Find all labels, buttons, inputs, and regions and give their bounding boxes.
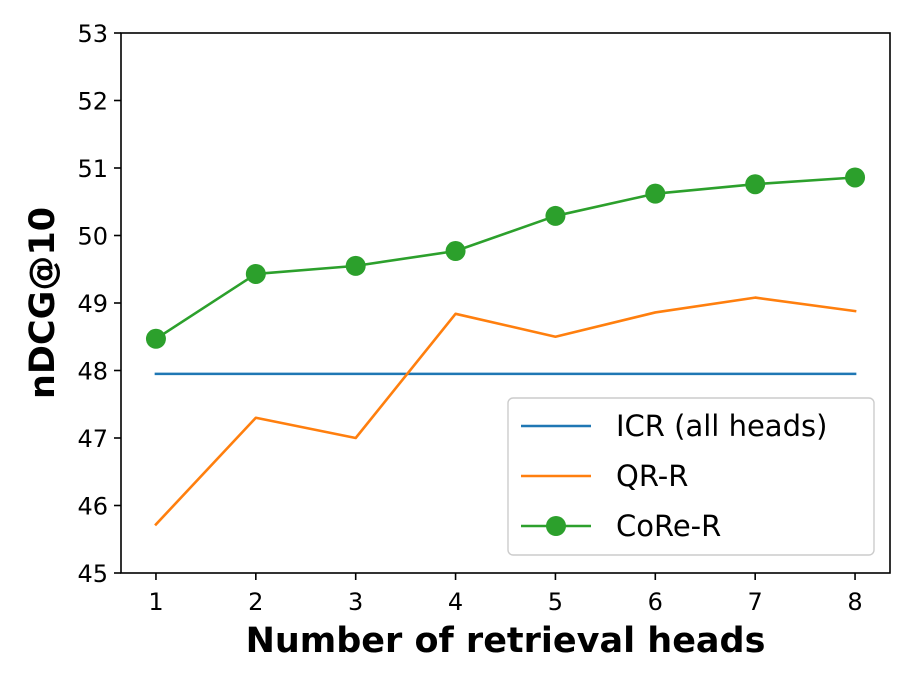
y-tick-label: 50 bbox=[77, 223, 108, 251]
data-point-core-r bbox=[745, 174, 766, 195]
y-tick-label: 45 bbox=[77, 560, 108, 588]
data-point-core-r bbox=[645, 183, 666, 204]
y-tick-label: 48 bbox=[77, 358, 108, 386]
y-tick-label: 53 bbox=[77, 20, 108, 48]
legend-label-icr-all-heads: ICR (all heads) bbox=[616, 409, 827, 443]
data-point-core-r bbox=[245, 263, 266, 284]
legend-label-qr-r: QR-R bbox=[616, 459, 688, 493]
legend: ICR (all heads) QR-R CoRe-R bbox=[507, 397, 875, 556]
plot-area bbox=[145, 167, 866, 527]
data-point-core-r bbox=[545, 205, 566, 226]
y-tick-label: 47 bbox=[77, 425, 108, 453]
y-tick-label: 46 bbox=[77, 493, 108, 521]
x-tick-label: 8 bbox=[847, 588, 862, 616]
series-line-core-r bbox=[154, 176, 857, 341]
x-tick-label: 6 bbox=[648, 588, 663, 616]
x-tick-label: 2 bbox=[248, 588, 263, 616]
series-line-qr-r bbox=[154, 296, 857, 527]
y-tick-label: 51 bbox=[77, 155, 108, 183]
data-point-core-r bbox=[145, 328, 166, 349]
x-tick-label: 7 bbox=[748, 588, 763, 616]
x-axis-label: Number of retrieval heads bbox=[246, 621, 766, 661]
x-tick-label: 4 bbox=[448, 588, 463, 616]
x-tick-label: 5 bbox=[548, 588, 563, 616]
legend-label-core-r: CoRe-R bbox=[616, 509, 721, 543]
x-tick-label: 1 bbox=[148, 588, 163, 616]
legend-marker-core-r bbox=[546, 516, 566, 536]
data-point-core-r bbox=[345, 255, 366, 276]
y-axis-label: nDCG@10 bbox=[23, 207, 63, 399]
data-point-core-r bbox=[845, 167, 866, 188]
x-tick-label: 3 bbox=[348, 588, 363, 616]
y-tick-label: 49 bbox=[77, 290, 108, 318]
data-point-core-r bbox=[445, 241, 466, 262]
y-tick-label: 52 bbox=[77, 88, 108, 116]
legend-box bbox=[507, 397, 875, 556]
